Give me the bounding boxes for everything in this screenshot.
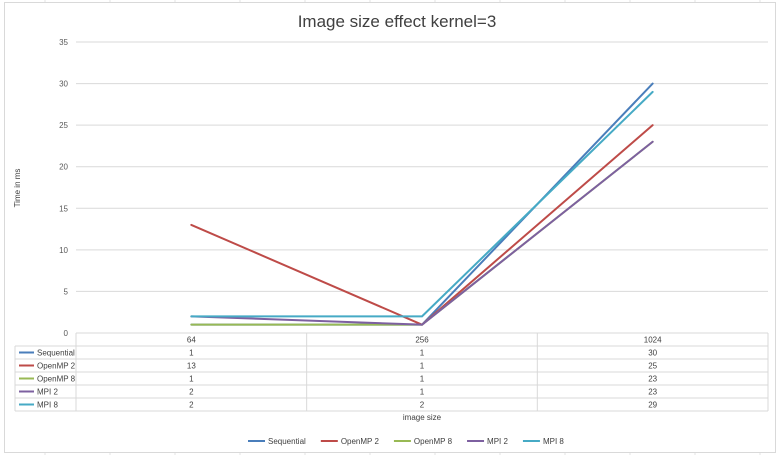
gridlines — [76, 41, 768, 334]
table-cell: 1 — [420, 388, 425, 397]
table-cell: 1 — [420, 375, 425, 384]
y-tick-labels: 0 5 10 15 20 25 30 35 — [59, 38, 68, 338]
table-cell: 2 — [189, 401, 194, 410]
table-series-name: OpenMP 2 — [37, 362, 76, 371]
table-cell: 1 — [420, 349, 425, 358]
chart-title: Image size effect kernel=3 — [298, 12, 497, 31]
x-tick-label: 64 — [187, 336, 196, 345]
series-line-mpi-8 — [190, 90, 654, 318]
y-tick-label: 25 — [59, 121, 68, 130]
table-series-name: Sequential — [37, 349, 75, 358]
legend-label: OpenMP 2 — [341, 437, 380, 446]
table-cell: 23 — [648, 388, 657, 397]
series-line-mpi-2 — [190, 140, 654, 326]
chart-area[interactable] — [4, 2, 776, 453]
series-line-openmp-8 — [190, 140, 654, 326]
series-line-sequential — [190, 82, 654, 326]
y-tick-label: 15 — [59, 204, 68, 213]
y-tick-label: 20 — [59, 163, 68, 172]
legend-label: OpenMP 8 — [414, 437, 453, 446]
table-series-name: MPI 8 — [37, 401, 58, 410]
table-cell: 2 — [420, 401, 425, 410]
legend-label: MPI 2 — [487, 437, 508, 446]
legend-label: Sequential — [268, 437, 306, 446]
table-cell: 1 — [189, 375, 194, 384]
table-cell: 30 — [648, 349, 657, 358]
x-tick-label: 256 — [415, 336, 429, 345]
x-axis-label: image size — [403, 413, 442, 422]
table-series-name: OpenMP 8 — [37, 375, 76, 384]
legend: Sequential OpenMP 2 OpenMP 8 MPI 2 MPI 8 — [248, 437, 564, 446]
table-series-name: MPI 2 — [37, 388, 58, 397]
y-tick-label: 0 — [64, 329, 69, 338]
y-tick-label: 5 — [64, 287, 69, 296]
y-axis-label: Time in ms — [13, 169, 22, 208]
legend-label: MPI 8 — [543, 437, 564, 446]
table-cell: 1 — [420, 362, 425, 371]
y-tick-label: 35 — [59, 38, 68, 47]
y-tick-label: 30 — [59, 80, 68, 89]
y-tick-label: 10 — [59, 246, 68, 255]
table-cell: 29 — [648, 401, 657, 410]
table-cell: 1 — [189, 349, 194, 358]
table-cell: 23 — [648, 375, 657, 384]
table-cell: 25 — [648, 362, 657, 371]
table-cell: 13 — [187, 362, 196, 371]
x-tick-label: 1024 — [644, 336, 662, 345]
table-cell: 2 — [189, 388, 194, 397]
data-table: 64 256 1024 Sequential 1 1 30 OpenMP 2 13 1 25 Open… — [14, 332, 769, 412]
series-lines — [190, 82, 654, 326]
